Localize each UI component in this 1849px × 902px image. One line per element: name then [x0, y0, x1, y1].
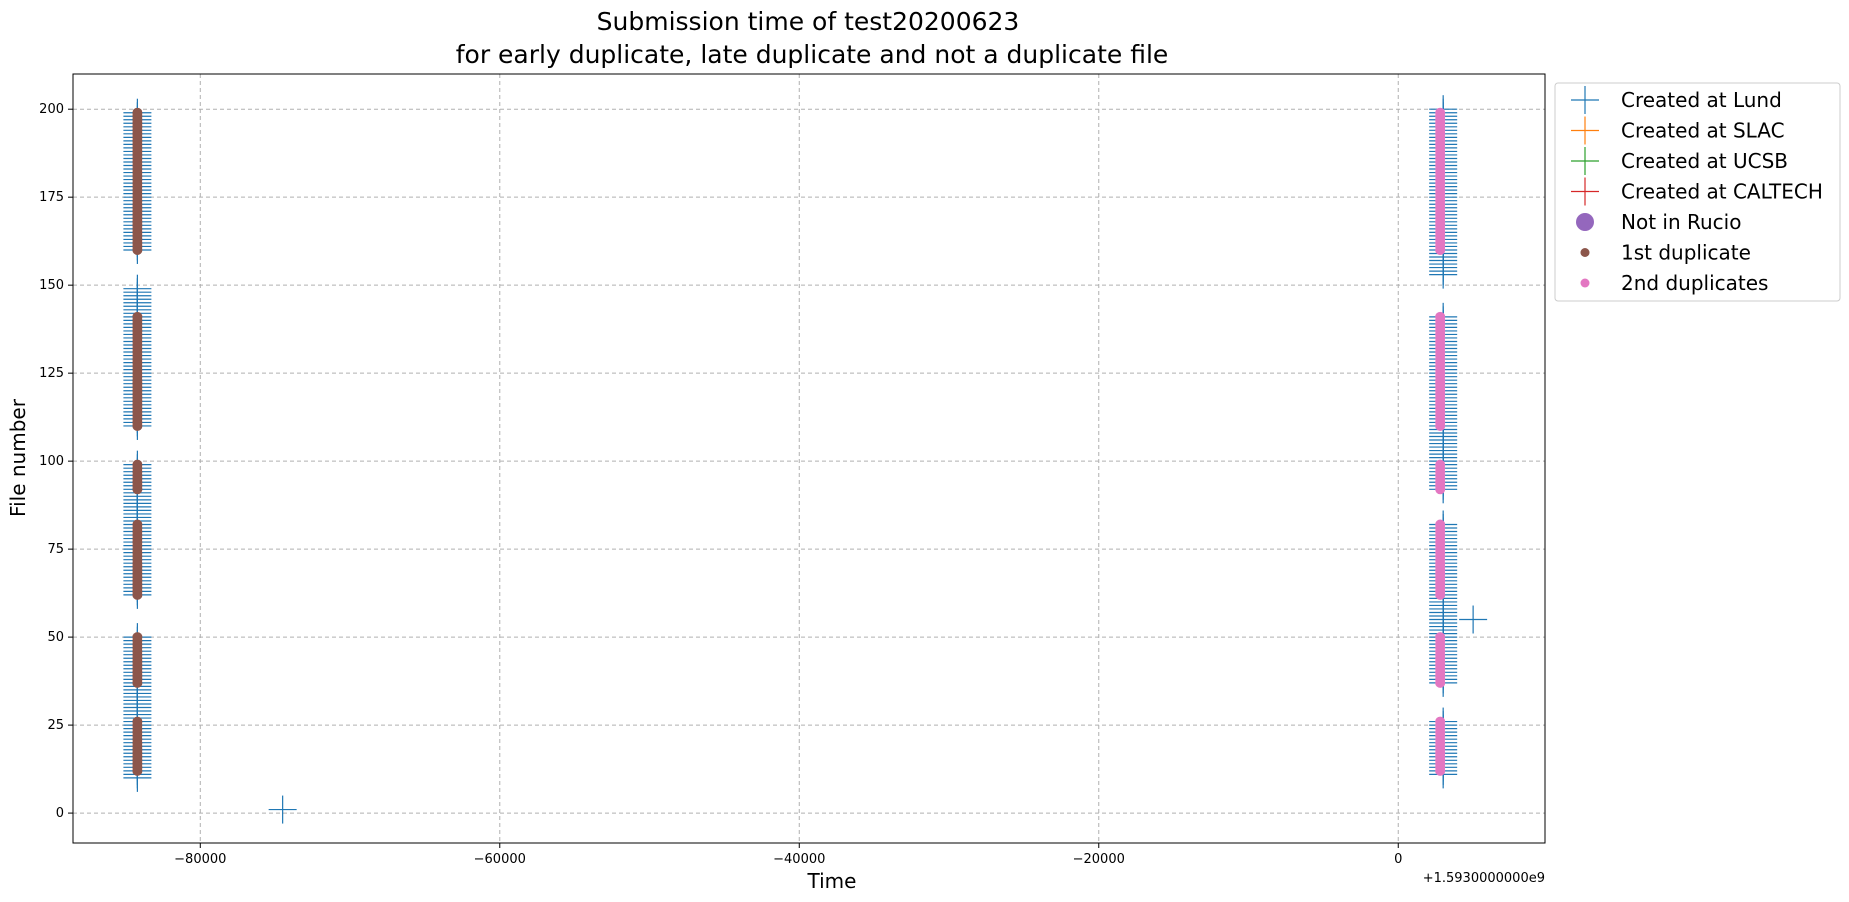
plot-background — [73, 74, 1545, 843]
legend-label: 2nd duplicates — [1621, 271, 1768, 295]
data-layer — [123, 95, 1488, 824]
point-circle-marker — [1435, 519, 1446, 530]
point-plus-marker — [123, 274, 152, 303]
legend-circle-marker — [1580, 278, 1590, 288]
chart-title-line1: Submission time of test20200623 — [597, 7, 1020, 36]
point-circle-marker — [132, 632, 143, 643]
y-tick-label: 200 — [39, 102, 64, 117]
x-tick-label: −20000 — [1073, 852, 1125, 867]
axis-ticks: −80000 −60000 −40000 −20000 0 0 25 50 75 100 125 15… — [39, 102, 1402, 867]
legend: Created at Lund Created at SLAC Created at… — [1554, 82, 1841, 302]
point-circle-marker — [132, 519, 143, 530]
y-tick-label: 125 — [39, 366, 64, 381]
point-circle-marker — [1435, 716, 1446, 727]
legend-item: 2nd duplicates — [1580, 271, 1768, 295]
point-circle-marker — [132, 716, 143, 727]
y-tick-label: 150 — [39, 278, 64, 293]
legend-item: Created at UCSB — [1571, 147, 1788, 175]
legend-item: 1st duplicate — [1580, 241, 1751, 265]
point-circle-marker — [132, 459, 143, 470]
x-tick-label: −40000 — [773, 852, 825, 867]
x-tick-label: −80000 — [174, 852, 226, 867]
legend-label: Not in Rucio — [1621, 210, 1741, 234]
x-tick-label: −60000 — [474, 852, 526, 867]
y-tick-label: 175 — [39, 190, 64, 205]
legend-label: Created at UCSB — [1621, 149, 1788, 173]
point-circle-marker — [1435, 107, 1446, 118]
legend-item: Not in Rucio — [1576, 210, 1741, 234]
y-tick-label: 0 — [56, 806, 64, 821]
grid-lines — [73, 74, 1545, 843]
legend-frame — [1554, 82, 1841, 302]
chart-title-line2: for early duplicate, late duplicate and … — [456, 40, 1169, 69]
legend-item: Created at SLAC — [1571, 116, 1785, 145]
y-tick-label: 100 — [39, 454, 64, 469]
y-tick-label: 25 — [47, 718, 64, 733]
x-axis-label: Time — [807, 869, 857, 893]
y-tick-label: 50 — [47, 630, 64, 645]
plot-frame — [72, 73, 1546, 844]
point-circle-marker — [1435, 311, 1446, 322]
point-plus-marker — [1459, 605, 1488, 634]
y-tick-label: 75 — [47, 542, 64, 557]
point-circle-marker — [132, 311, 143, 322]
legend-circle-marker — [1576, 213, 1594, 231]
legend-item: Created at CALTECH — [1571, 177, 1823, 206]
point-circle-marker — [1435, 632, 1446, 643]
legend-label: 1st duplicate — [1621, 241, 1751, 265]
point-plus-marker — [268, 795, 297, 824]
x-offset-label: +1.5930000000e9 — [1423, 871, 1545, 886]
legend-label: Created at SLAC — [1621, 119, 1785, 143]
y-axis-label: File number — [6, 398, 30, 517]
legend-label: Created at Lund — [1621, 88, 1782, 112]
legend-label: Created at CALTECH — [1621, 180, 1823, 204]
legend-item: Created at Lund — [1571, 86, 1782, 114]
x-tick-label: 0 — [1394, 852, 1402, 867]
legend-circle-marker — [1580, 248, 1590, 257]
point-circle-marker — [1435, 459, 1446, 470]
point-circle-marker — [132, 107, 143, 118]
